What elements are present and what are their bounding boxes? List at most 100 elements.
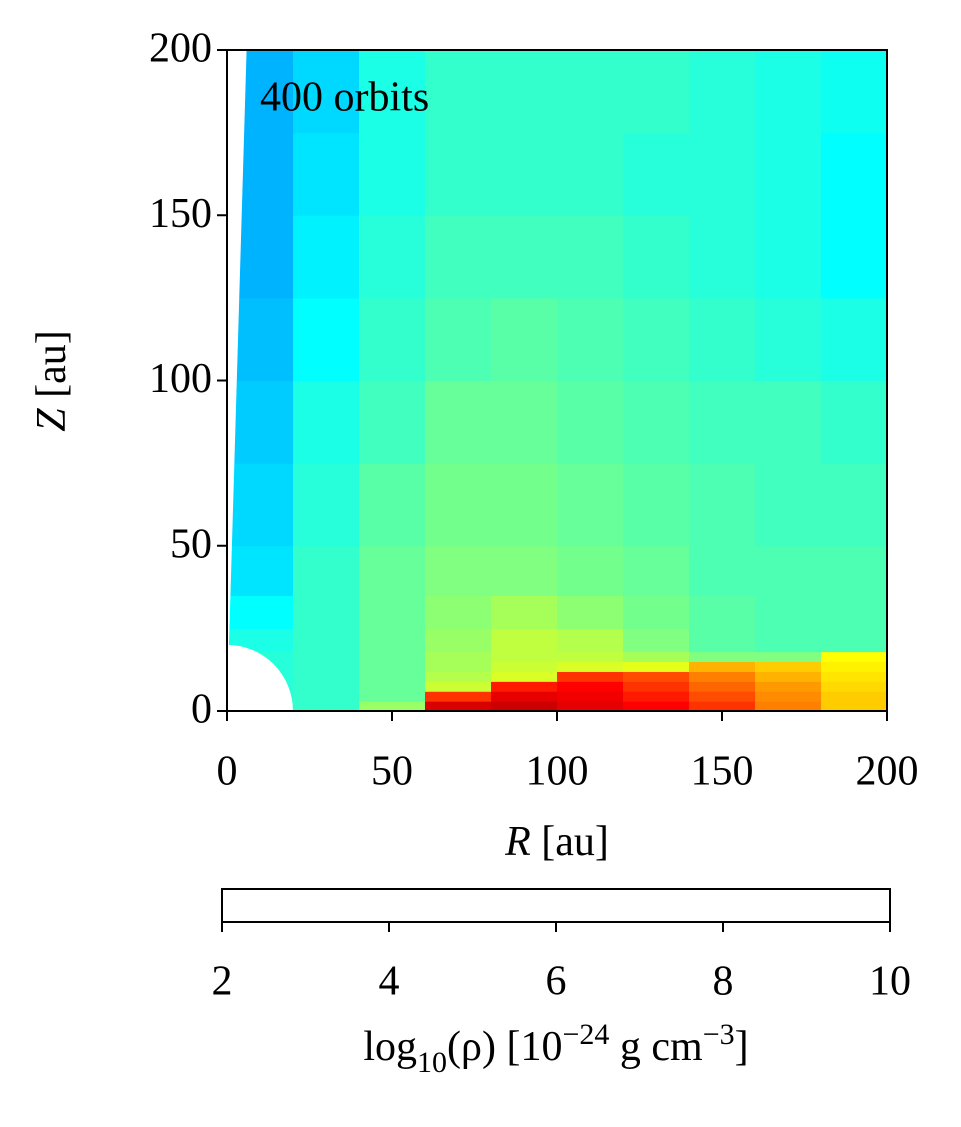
heatmap-cell [359, 651, 426, 663]
heatmap-cell [821, 595, 888, 629]
heatmap-cell [821, 463, 888, 547]
polar-cutoff [227, 50, 247, 711]
heatmap-cell [425, 50, 492, 134]
heatmap-cell [557, 380, 624, 464]
heatmap-cell [491, 661, 558, 672]
heatmap-cell [425, 215, 492, 299]
heatmap-cell [755, 628, 822, 653]
heatmap-cell [359, 297, 426, 382]
heatmap-cell [359, 671, 426, 682]
heatmap-cell [293, 380, 360, 464]
heatmap-cell [557, 691, 624, 702]
heatmap-cell [293, 215, 360, 299]
heatmap-cell [293, 463, 360, 547]
heatmap-cell [557, 50, 624, 134]
heatmap-cell [821, 691, 888, 702]
heatmap-cell [293, 691, 360, 702]
axis-label: Z [au] [29, 330, 75, 431]
heatmap-cell [821, 628, 888, 653]
heatmap-cell [623, 651, 690, 663]
heatmap-cell [623, 671, 690, 682]
y-tick-label: 0 [191, 687, 212, 733]
inner-boundary [227, 644, 293, 711]
heatmap-cell [689, 463, 756, 547]
heatmap-cell [491, 380, 558, 464]
colorbar-label: log10(ρ) [10−24 g cm−3] [363, 1018, 748, 1079]
heatmap-cell [821, 380, 888, 464]
heatmap-cell [623, 463, 690, 547]
heatmap-cell [755, 701, 822, 712]
heatmap-cell [557, 463, 624, 547]
heatmap-cell [491, 701, 558, 712]
heatmap-cell [623, 595, 690, 629]
heatmap-cell [425, 297, 492, 382]
heatmap-cell [425, 132, 492, 216]
colorbar-label-part: g cm [609, 1024, 703, 1070]
colorbar-tick-label: 10 [869, 959, 911, 1005]
heatmap-cell [755, 595, 822, 629]
heatmap-cell [689, 651, 756, 663]
heatmap-cell [557, 595, 624, 629]
x-tick-label: 150 [691, 749, 754, 795]
heatmap-cell [689, 132, 756, 216]
colorbar-label-part: −24 [562, 1018, 609, 1051]
heatmap-cell [491, 463, 558, 547]
heatmap-cell [293, 595, 360, 629]
heatmap-cell [821, 297, 888, 382]
heatmap-cell [755, 215, 822, 299]
heatmap-cell [689, 215, 756, 299]
heatmap-cell [359, 380, 426, 464]
heatmap-cell [425, 691, 492, 702]
heatmap-cell [359, 50, 426, 134]
heatmap-cell [425, 463, 492, 547]
heatmap-cell [689, 628, 756, 653]
heatmap-cell [293, 50, 360, 134]
axis-label-part: [au] [29, 330, 75, 408]
heatmap-cell [557, 215, 624, 299]
heatmap-cell [821, 50, 888, 134]
heatmap-cell [755, 297, 822, 382]
heatmap-cell [623, 701, 690, 712]
heatmap-cell [755, 380, 822, 464]
heatmap-cell [623, 380, 690, 464]
heatmap-cell [425, 701, 492, 712]
heatmap-cell [491, 297, 558, 382]
heatmap-cell [557, 651, 624, 663]
heatmap-cell [623, 691, 690, 702]
heatmap-cell [557, 628, 624, 653]
heatmap-cell [557, 671, 624, 682]
colorbar-label-part: 10 [417, 1046, 447, 1079]
axis-label-part: [au] [531, 819, 609, 865]
heatmap-cell [359, 132, 426, 216]
heatmap-cell [491, 545, 558, 596]
colorbar-tick-label: 8 [713, 959, 734, 1005]
heatmap-cell [425, 380, 492, 464]
heatmap-cell [755, 671, 822, 682]
colorbar-label-part: log [363, 1024, 417, 1070]
heatmap-cell [821, 661, 888, 672]
heatmap-cell [689, 545, 756, 596]
heatmap-cell [425, 545, 492, 596]
heatmap-cell [689, 380, 756, 464]
heatmap-cell [359, 545, 426, 596]
heatmap-cell [557, 132, 624, 216]
heatmap-cell [623, 132, 690, 216]
heatmap-cell [821, 545, 888, 596]
heatmap-cell [359, 661, 426, 672]
heatmap-cell [689, 691, 756, 702]
heatmap-cell [491, 215, 558, 299]
heatmap-cell [623, 628, 690, 653]
heatmap-cell [359, 701, 426, 712]
heatmap-cell [359, 628, 426, 653]
heatmap-cell [755, 545, 822, 596]
heatmap-cell [557, 545, 624, 596]
heatmap-cell [293, 661, 360, 672]
heatmap-cell [359, 681, 426, 692]
heatmap-cell [359, 691, 426, 702]
heatmap-cell [821, 681, 888, 692]
heatmap-cell [623, 297, 690, 382]
y-tick-label: 200 [149, 26, 212, 72]
heatmap-cell [755, 132, 822, 216]
axis-label-part: R [504, 819, 531, 865]
